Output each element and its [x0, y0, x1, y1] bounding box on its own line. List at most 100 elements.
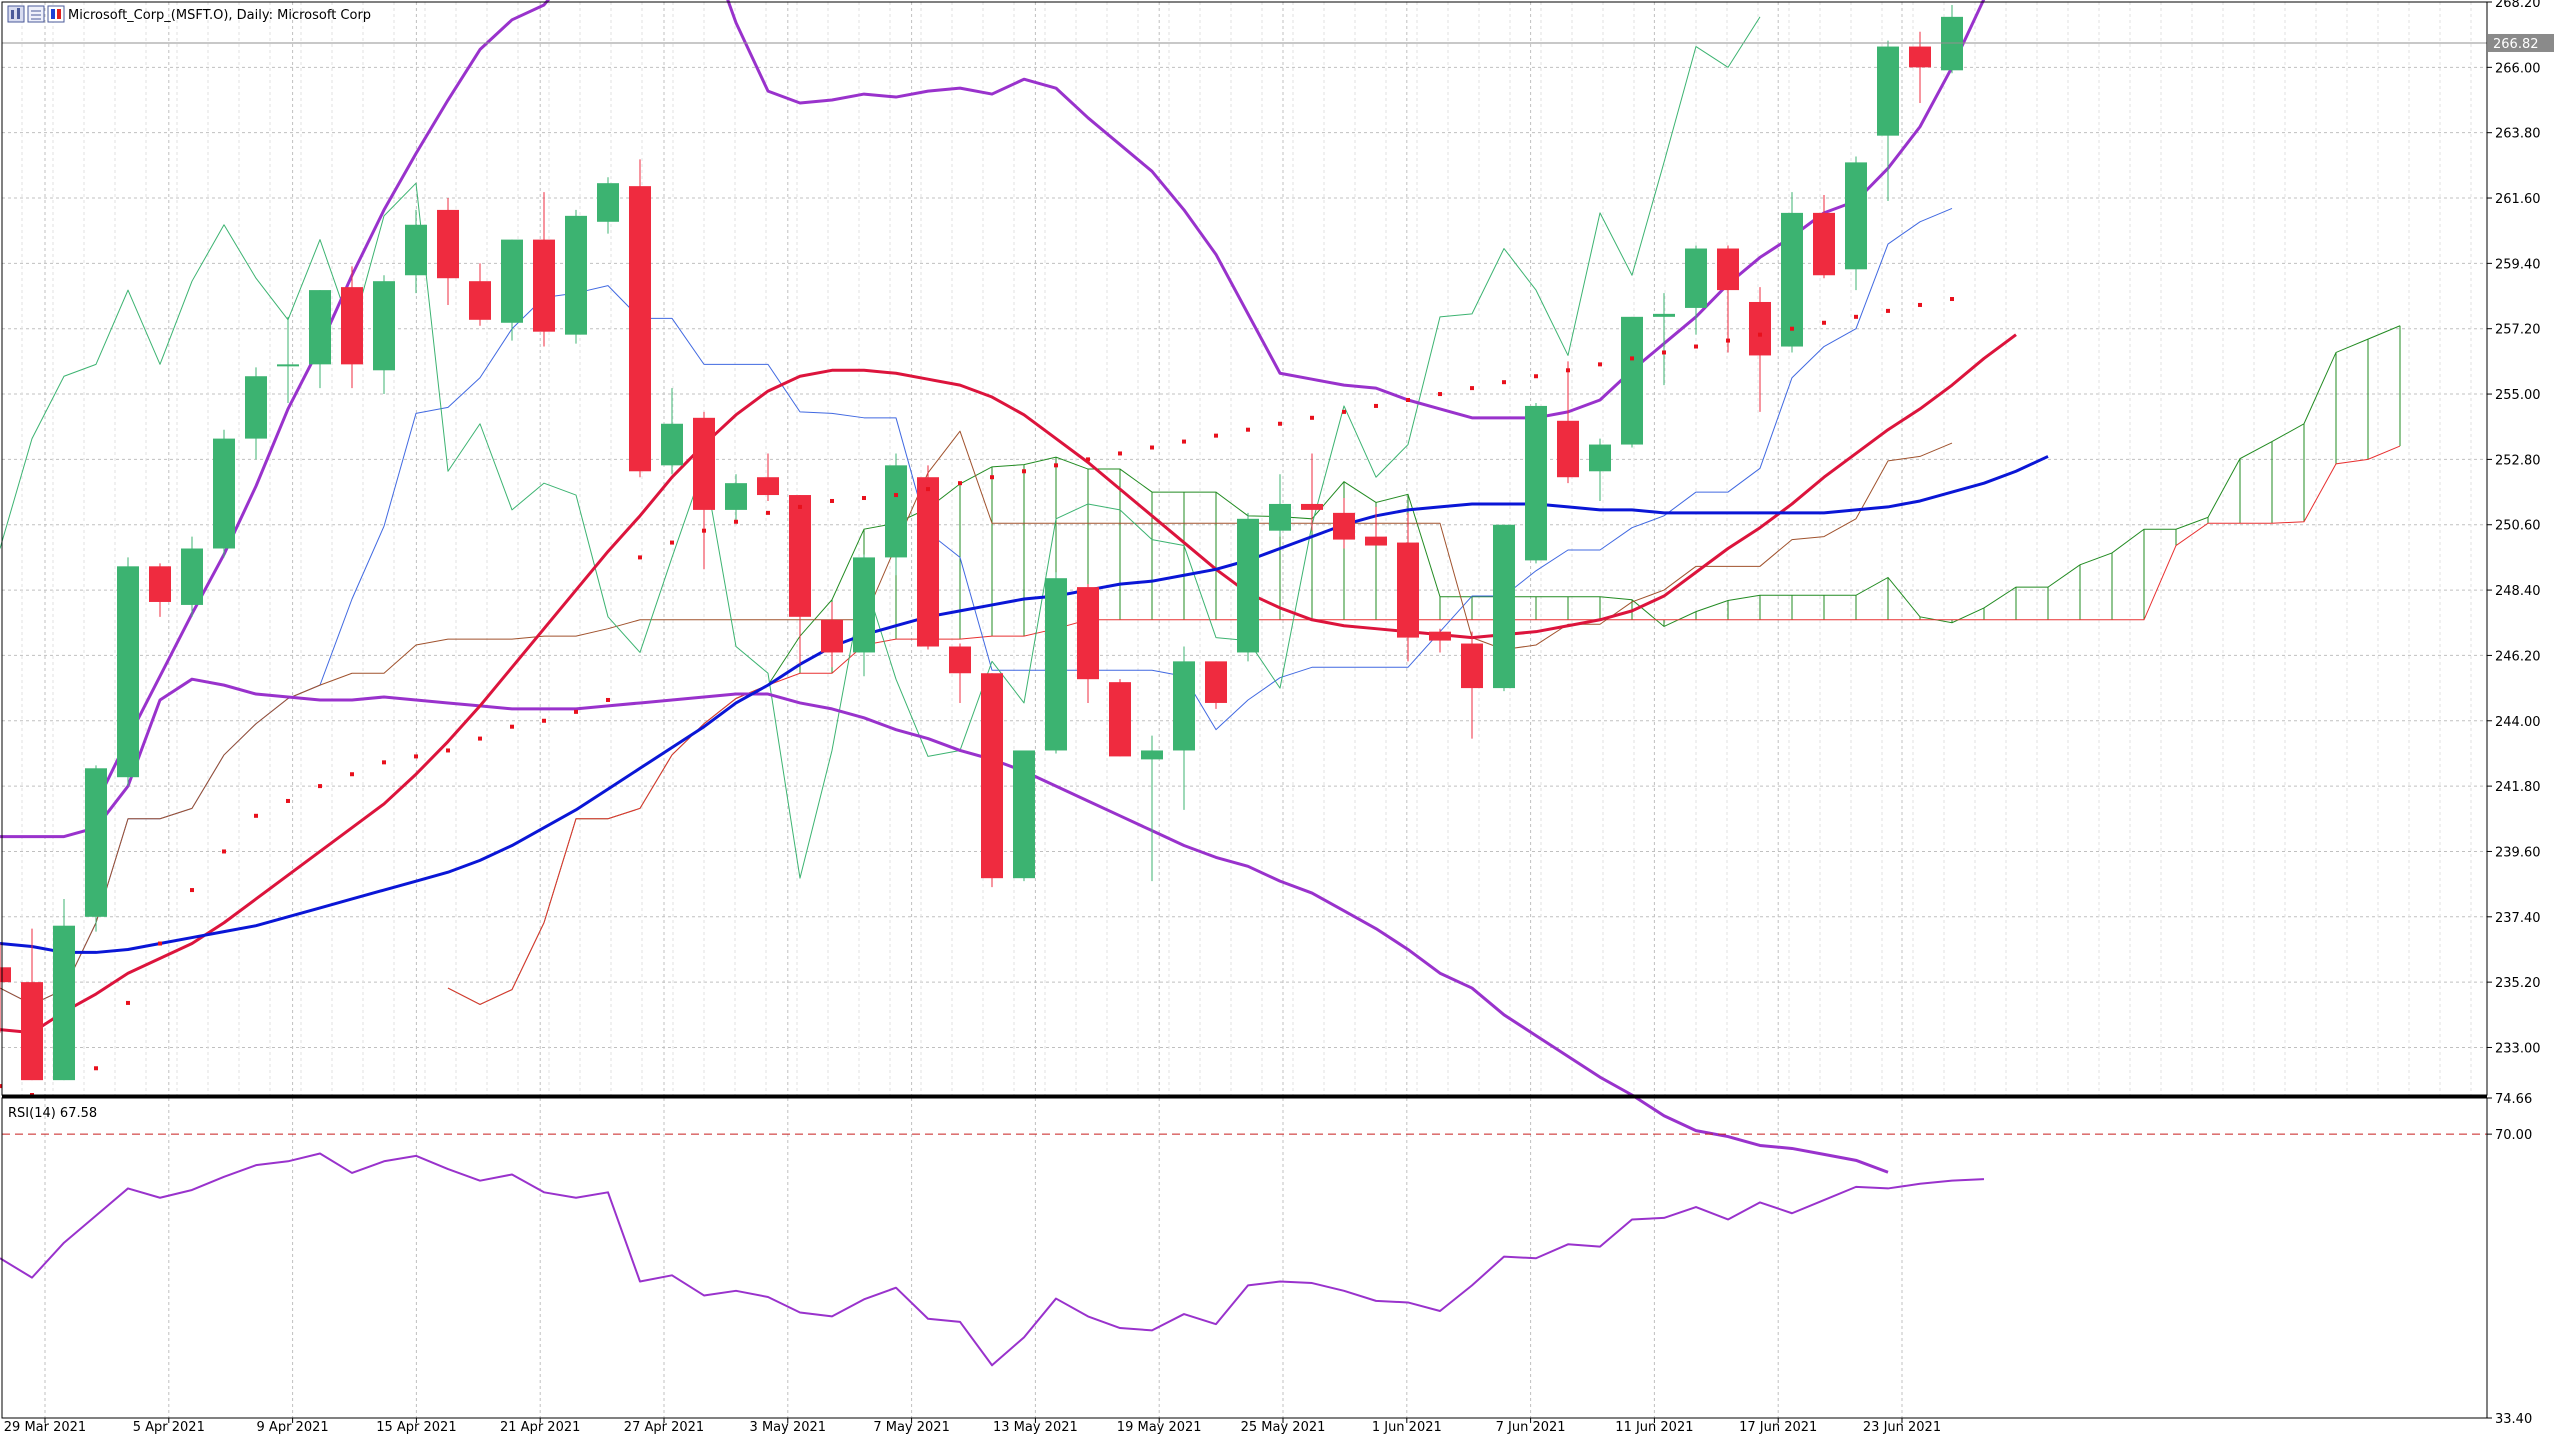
- candle-bull-body: [1781, 212, 1803, 347]
- candle-bear-body: [469, 281, 491, 320]
- candle-bull-body: [213, 438, 235, 549]
- candle-bull-body: [501, 239, 523, 323]
- sar-dot: [670, 540, 674, 545]
- sar-dot: [574, 709, 578, 714]
- candle-bull-body: [1845, 162, 1867, 270]
- sar-dot: [1726, 338, 1730, 343]
- candle-bear-body: [1909, 46, 1931, 68]
- price-tick-label: 241.80: [2495, 780, 2541, 795]
- candle-bull-body: [373, 281, 395, 371]
- candle-bear-body: [981, 673, 1003, 879]
- candle-bull-body: [1173, 661, 1195, 751]
- date-tick-label: 25 May 2021: [1241, 1420, 1326, 1435]
- sar-dot: [990, 475, 994, 480]
- price-tick-label: 255.00: [2495, 388, 2541, 403]
- moving-average-slow-line: [0, 455, 2049, 954]
- price-tick-label: 233.00: [2495, 1041, 2541, 1056]
- price-tick-label: 263.80: [2495, 127, 2541, 142]
- date-tick-label: 19 May 2021: [1117, 1420, 1202, 1435]
- candle-bull-body: [1493, 524, 1515, 689]
- ichimoku-cloud: [447, 325, 2401, 1005]
- sar-dot: [1342, 409, 1346, 414]
- price-tick-label: 239.60: [2495, 845, 2541, 860]
- candle-bear-body: [1077, 587, 1099, 680]
- sar-dot: [1470, 386, 1474, 391]
- date-tick-label: 9 Apr 2021: [257, 1420, 329, 1435]
- sar-dot: [734, 519, 738, 524]
- date-tick-label: 5 Apr 2021: [133, 1420, 205, 1435]
- chart-properties-icon[interactable]: [27, 5, 45, 23]
- sar-dot: [1822, 320, 1826, 325]
- sar-dot: [926, 487, 930, 492]
- sar-dot: [286, 798, 290, 803]
- candle-bull-body: [309, 290, 331, 365]
- date-tick-label: 21 Apr 2021: [500, 1420, 580, 1435]
- current-price-label: 266.82: [2493, 37, 2539, 52]
- sar-dot: [1630, 356, 1634, 361]
- candle-bear-body: [693, 417, 715, 510]
- sar-dot: [94, 1066, 98, 1071]
- sar-dot: [1598, 362, 1602, 367]
- candle-bear-body: [757, 477, 779, 496]
- candle-bull-body: [1589, 444, 1611, 472]
- candle-bull-body: [565, 215, 587, 335]
- candles: [0, 4, 1963, 1081]
- candles-toggle-icon[interactable]: [7, 5, 25, 23]
- date-tick-label: 17 Jun 2021: [1739, 1420, 1817, 1435]
- sar-dot: [414, 754, 418, 759]
- candle-bear-body: [821, 619, 843, 653]
- sar-dot: [478, 736, 482, 741]
- sar-dot: [1950, 297, 1954, 302]
- candle-bear-body: [1333, 512, 1355, 540]
- candle-bull-body: [1653, 313, 1675, 317]
- sar-dot: [638, 555, 642, 560]
- kijun-sen-line: [0, 430, 1953, 1005]
- price-panel-frame: [1, 1, 2488, 1096]
- sar-dot: [0, 1084, 2, 1089]
- candle-bull-body: [53, 925, 75, 1081]
- candle-bear-body: [1301, 503, 1323, 510]
- candle-bear-body: [949, 646, 971, 674]
- candle-bull-body: [1877, 46, 1899, 136]
- date-tick-label: 29 Mar 2021: [4, 1420, 86, 1435]
- candle-bear-body: [437, 209, 459, 279]
- sar-dot: [766, 510, 770, 515]
- candle-bull-body: [1941, 16, 1963, 71]
- sar-dot: [1054, 463, 1058, 468]
- candle-bear-body: [533, 239, 555, 332]
- price-tick-label: 257.20: [2495, 323, 2541, 338]
- price-tick-label: 235.20: [2495, 976, 2541, 991]
- rsi-tick-label: 33.40: [2495, 1412, 2532, 1427]
- date-tick-label: 1 Jun 2021: [1372, 1420, 1442, 1435]
- sar-dot: [190, 888, 194, 893]
- candle-bull-body: [1621, 316, 1643, 445]
- sar-dot: [1694, 344, 1698, 349]
- sar-dot: [830, 498, 834, 503]
- sar-dot: [1662, 350, 1666, 355]
- sar-dot: [958, 481, 962, 486]
- sar-dot: [1118, 451, 1122, 456]
- candle-bull-body: [1013, 750, 1035, 879]
- sar-dot: [1534, 374, 1538, 379]
- price-tick-label: 246.20: [2495, 649, 2541, 664]
- sar-dot: [382, 760, 386, 765]
- color-scheme-icon[interactable]: [47, 5, 65, 23]
- sar-dot: [606, 697, 610, 702]
- sar-dot: [222, 849, 226, 854]
- sar-dot: [1182, 439, 1186, 444]
- sar-dot: [318, 784, 322, 789]
- candle-bear-body: [1557, 420, 1579, 478]
- candle-bear-body: [341, 287, 363, 365]
- date-tick-label: 11 Jun 2021: [1615, 1420, 1693, 1435]
- sar-dot: [1310, 415, 1314, 420]
- sar-dot: [542, 718, 546, 723]
- price-tick-label: 244.00: [2495, 715, 2541, 730]
- rsi-tick-label: 70.00: [2495, 1128, 2532, 1143]
- candle-bull-body: [885, 465, 907, 558]
- price-tick-label: 259.40: [2495, 257, 2541, 272]
- candle-bull-body: [117, 566, 139, 778]
- sar-dot: [1278, 421, 1282, 426]
- candle-bear-body: [149, 566, 171, 602]
